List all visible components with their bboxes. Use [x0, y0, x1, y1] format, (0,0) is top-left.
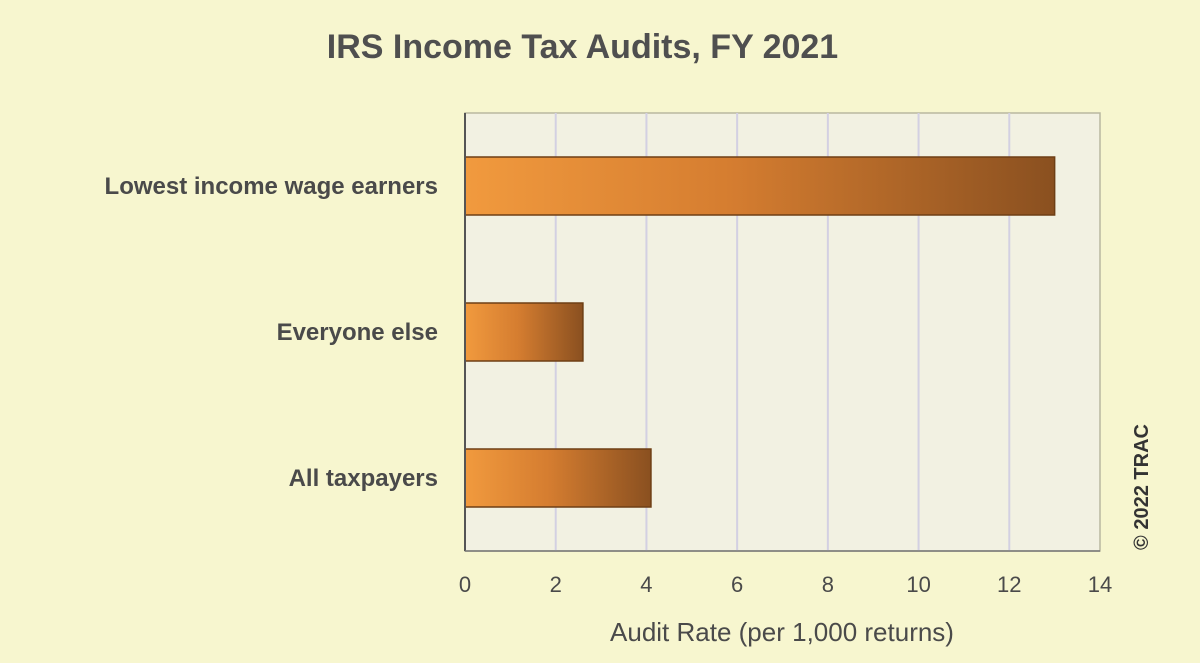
bars: [464, 156, 1056, 508]
x-tick-labels: 0 2 4 6 8 10 12 14: [459, 572, 1112, 597]
x-tick-label: 8: [822, 572, 834, 597]
x-tick-label: 12: [997, 572, 1021, 597]
x-tick-label: 4: [640, 572, 652, 597]
x-tick-label: 14: [1088, 572, 1112, 597]
bar: [464, 448, 652, 508]
x-tick-label: 10: [906, 572, 930, 597]
copyright-credit: © 2022 TRAC: [1131, 424, 1153, 550]
category-labels: Lowest income wage earners Everyone else A…: [105, 173, 438, 492]
category-label: Everyone else: [277, 319, 438, 346]
category-label: All taxpayers: [289, 465, 438, 492]
bar: [464, 156, 1056, 216]
x-tick-label: 0: [459, 572, 471, 597]
bar: [464, 302, 584, 362]
x-tick-label: 6: [731, 572, 743, 597]
x-axis-title: Audit Rate (per 1,000 returns): [610, 617, 954, 647]
category-label: Lowest income wage earners: [105, 173, 438, 200]
chart-title: IRS Income Tax Audits, FY 2021: [326, 28, 839, 66]
x-tick-label: 2: [550, 572, 562, 597]
